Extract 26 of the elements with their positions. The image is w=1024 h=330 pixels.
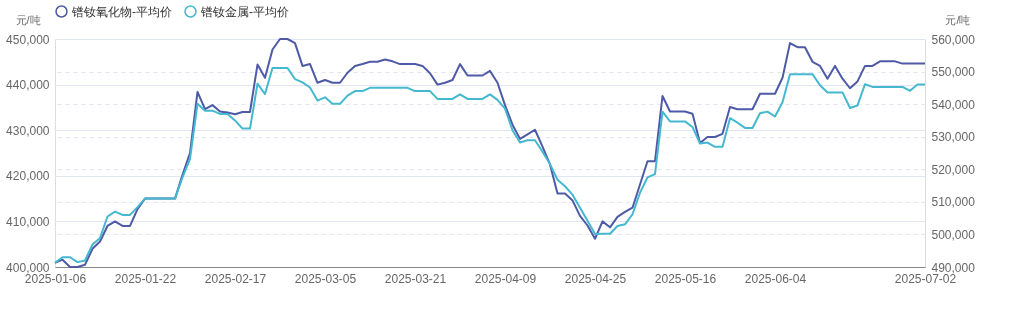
y-tick-label: 450,000 [6,32,50,47]
x-tick-label: 2025-04-25 [564,271,627,286]
y2-tick-label: 540,000 [931,97,976,112]
y2-tick-label: 510,000 [931,195,976,210]
y-tick-label: 410,000 [6,214,50,229]
y-axis-title: 元/吨 [15,13,41,26]
x-tick-label: 2025-02-17 [204,271,267,286]
y2-tick-label: 530,000 [931,130,976,145]
y-tick-label: 400,000 [6,260,50,275]
x-tick-label: 2025-05-16 [654,271,717,286]
y2-axis-title: 元/吨 [945,13,971,26]
x-tick-label: 2025-03-05 [294,271,357,286]
y2-tick-label: 490,000 [931,260,976,275]
y-tick-label: 440,000 [6,78,50,93]
x-tick-label: 2025-03-21 [384,271,447,286]
x-tick-label: 2025-06-04 [744,271,807,286]
legend-label: 镨钕氧化物-平均价 [71,4,172,19]
y-tick-label: 420,000 [6,169,50,184]
y-tick-label: 430,000 [6,123,50,138]
x-tick-label: 2025-01-22 [114,271,177,286]
y2-tick-label: 520,000 [931,162,976,177]
y2-tick-label: 550,000 [931,65,976,80]
y2-tick-label: 560,000 [931,32,976,47]
x-tick-label: 2025-04-09 [474,271,537,286]
y2-tick-label: 500,000 [931,227,976,242]
legend-label: 镨钕金属-平均价 [200,4,289,19]
